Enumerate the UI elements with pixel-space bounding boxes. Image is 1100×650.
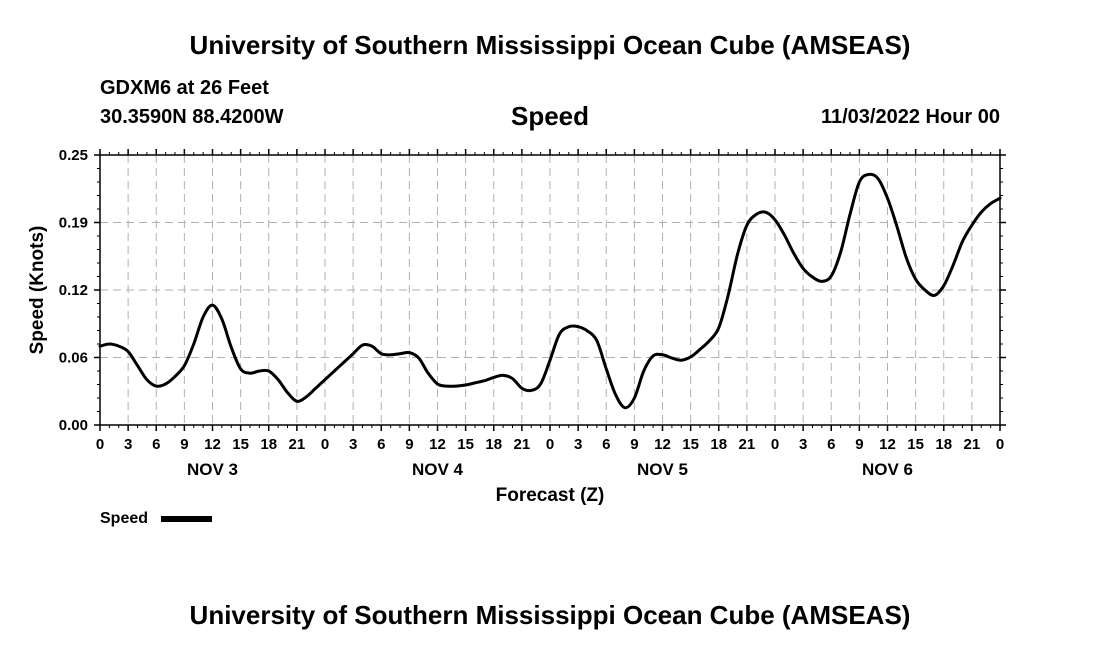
x-tick-label: 0 xyxy=(96,436,104,453)
day-label: NOV 3 xyxy=(187,460,238,479)
x-tick-label: 3 xyxy=(574,436,582,453)
day-label: NOV 5 xyxy=(637,460,688,479)
x-tick-label: 12 xyxy=(654,436,671,453)
x-tick-label: 3 xyxy=(349,436,357,453)
x-tick-label: 12 xyxy=(879,436,896,453)
day-label: NOV 6 xyxy=(862,460,913,479)
y-axis-label: Speed (Knots) xyxy=(27,226,48,355)
x-tick-label: 6 xyxy=(377,436,385,453)
footer-title: University of Southern Mississippi Ocean… xyxy=(189,600,911,630)
x-tick-label: 18 xyxy=(260,436,277,453)
x-tick-label: 21 xyxy=(964,436,981,453)
location-label: 30.3590N 88.4200W xyxy=(100,106,284,128)
y-tick-label: 0.06 xyxy=(59,350,88,367)
x-tick-label: 12 xyxy=(429,436,446,453)
legend-swatch xyxy=(161,516,212,522)
x-tick-label: 3 xyxy=(124,436,132,453)
x-tick-label: 0 xyxy=(546,436,554,453)
y-tick-label: 0.00 xyxy=(59,417,88,434)
x-tick-label: 9 xyxy=(180,436,188,453)
speed-series-line xyxy=(98,172,1002,410)
page-title: University of Southern Mississippi Ocean… xyxy=(189,30,911,60)
y-tick-label: 0.12 xyxy=(59,282,88,299)
x-tick-label: 9 xyxy=(630,436,638,453)
axis-ticks xyxy=(94,149,1006,431)
x-tick-label: 0 xyxy=(321,436,329,453)
chart-title: Speed xyxy=(510,101,590,131)
y-tick-label: 0.19 xyxy=(59,215,88,232)
x-tick-label: 6 xyxy=(602,436,610,453)
station-label: GDXM6 at 26 Feet xyxy=(100,77,269,99)
x-tick-label: 15 xyxy=(232,436,249,453)
x-tick-label: 18 xyxy=(935,436,952,453)
x-tick-label: 15 xyxy=(457,436,474,453)
x-tick-label: 9 xyxy=(855,436,863,453)
day-label: NOV 4 xyxy=(412,460,464,479)
x-tick-label: 6 xyxy=(827,436,835,453)
x-tick-label: 18 xyxy=(485,436,502,453)
x-tick-label: 21 xyxy=(289,436,306,453)
x-tick-label: 15 xyxy=(907,436,924,453)
x-tick-label: 18 xyxy=(710,436,727,453)
y-tick-label: 0.25 xyxy=(59,147,88,164)
x-tick-label: 6 xyxy=(152,436,160,453)
speed-chart: 0 3 6 9 12 15 18 21 0 3 6 9 12 15 18 21 0 3 6 9 12 15 18 21 0 3 6 9… xyxy=(27,147,1006,506)
x-tick-label: 12 xyxy=(204,436,221,453)
x-tick-label: 15 xyxy=(682,436,699,453)
legend-label: Speed xyxy=(100,510,149,527)
x-tick-label: 21 xyxy=(514,436,531,453)
x-tick-label: 0 xyxy=(996,436,1004,453)
grid-lines xyxy=(100,155,1000,425)
x-tick-label: 9 xyxy=(405,436,413,453)
axis-labels: 0 3 6 9 12 15 18 21 0 3 6 9 12 15 18 21 0 3 6 9 12 15 18 21 0 3 6 9… xyxy=(59,147,1004,479)
datetime-label: 11/03/2022 Hour 00 xyxy=(820,106,1000,128)
x-tick-label: 3 xyxy=(799,436,807,453)
x-tick-label: 21 xyxy=(739,436,756,453)
x-axis-label: Forecast (Z) xyxy=(496,485,605,506)
x-tick-label: 0 xyxy=(771,436,779,453)
